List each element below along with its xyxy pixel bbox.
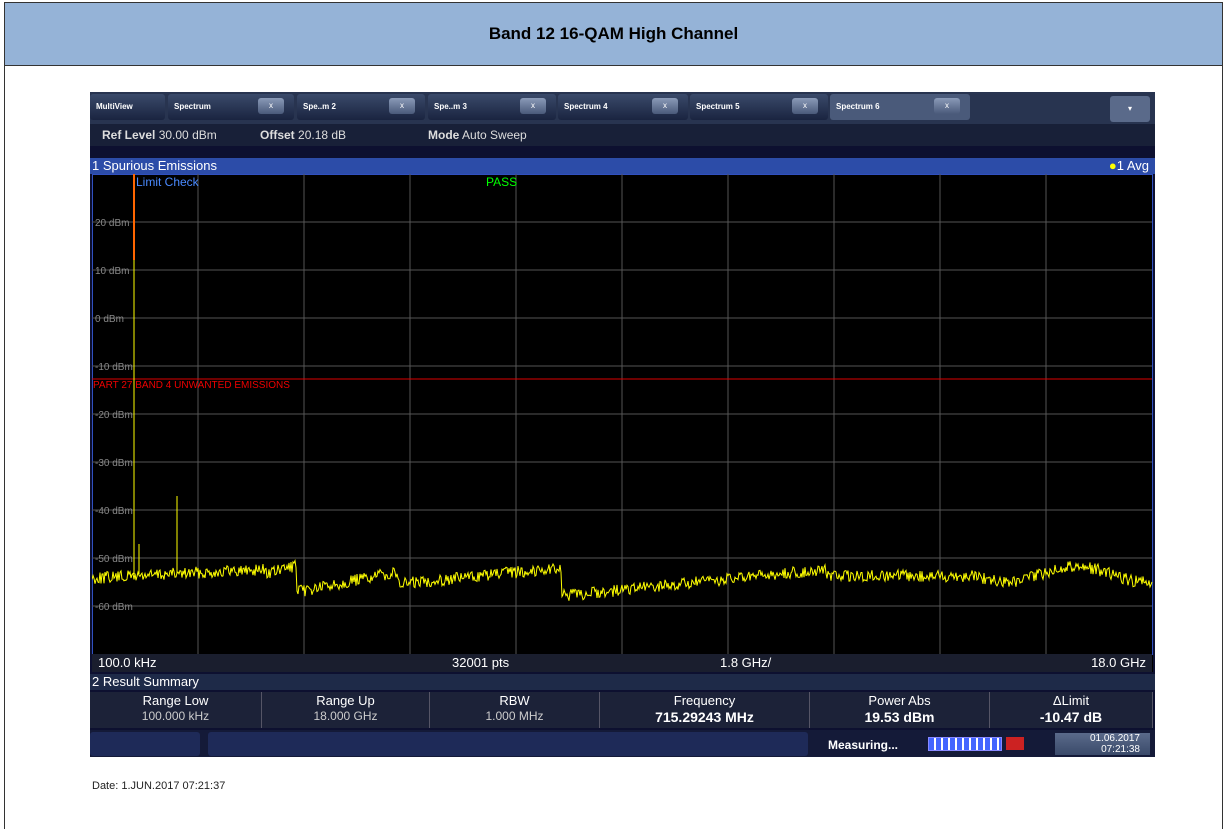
y-label: -20 dBm [95,410,133,421]
progress [928,737,1002,751]
trace [92,558,1153,601]
column-header: ΔLimit [1052,693,1090,708]
column-value: 715.29243 MHz [655,709,754,725]
summary-column: Range Up 18.000 GHz [262,692,430,728]
y-label: -60 dBm [95,602,133,613]
mode: Mode Auto Sweep [428,128,527,142]
column-header: Range Up [316,693,375,708]
column-value: 19.53 dBm [864,709,935,725]
limit-check: Limit Check [136,175,200,189]
tab-menu[interactable]: ▾ [1110,96,1150,122]
icon [1006,737,1024,750]
summary-column: RBW 1.000 MHz [430,692,600,728]
column-header: Power Abs [868,693,931,708]
column-value: -10.47 dB [1039,709,1103,725]
y-label: 20 dBm [95,218,129,229]
tab[interactable]: MultiView [90,94,165,120]
summary-column: Frequency 715.29243 MHz [600,692,810,728]
status-state: Measuring... [828,738,899,752]
tab-close[interactable]: x [258,98,284,114]
summary-column: ΔLimit -10.47 dB [990,692,1153,728]
limit-line-label: PART 27 BAND 4 UNWANTED EMISSIONS [93,380,290,391]
points: 32001 pts [452,655,510,670]
column-header: Range Low [142,693,209,708]
tab-close[interactable]: x [934,98,960,114]
settings-bar [90,124,1155,146]
tab-close[interactable]: x [520,98,546,114]
column-value: 100.000 kHz [141,709,210,723]
y-label: -30 dBm [95,458,133,469]
frame [4,64,1223,829]
tab-close[interactable]: x [792,98,818,114]
start-freq: 100.0 kHz [98,655,157,670]
message-area [208,732,808,756]
date-footer: Date: 1.JUN.2017 07:21:37 [92,780,226,792]
y-label: -40 dBm [95,506,133,517]
span: 1.8 GHz/ [720,655,772,670]
summary-column: Power Abs 19.53 dBm [810,692,990,728]
panel-header: 1 Spurious Emissions ●1 Avg [90,158,1155,174]
summary-header: 2 Result Summary [90,674,1155,690]
tab-close[interactable]: x [652,98,678,114]
column-value: 18.000 GHz [313,709,378,723]
pass: PASS [486,175,517,189]
y-label: 10 dBm [95,266,129,277]
y-label: -10 dBm [95,362,133,373]
summary-column: Range Low 100.000 kHz [90,692,262,728]
offset: Offset 20.18 dB [260,128,347,142]
softkey[interactable] [90,732,200,756]
clock: 01.06.2017 07:21:38 [1055,733,1150,755]
column-header: RBW [499,693,530,708]
screenshot: ▾ Ref Level 30.00 dBm Offset 20.18 dB Mo… [90,92,1155,757]
x-axis-bar: 100.0 kHz 32001 pts 1.8 GHz/ 18.0 GHz [92,654,1152,672]
ref-level: Ref Level 30.00 dBm [102,128,217,142]
tab-close[interactable]: x [389,98,415,114]
column-value: 1.000 MHz [485,709,544,723]
y-label: 0 dBm [95,314,124,325]
column-header: Frequency [673,693,736,708]
y-label: -50 dBm [95,554,133,565]
plot: 20 dBm 10 dBm 0 dBm -10 dBm -20 dBm -30 dBm -4… [92,174,1153,672]
title: Band 12 16-QAM High Channel [4,2,1223,66]
stop-freq: 18.0 GHz [1091,655,1146,670]
